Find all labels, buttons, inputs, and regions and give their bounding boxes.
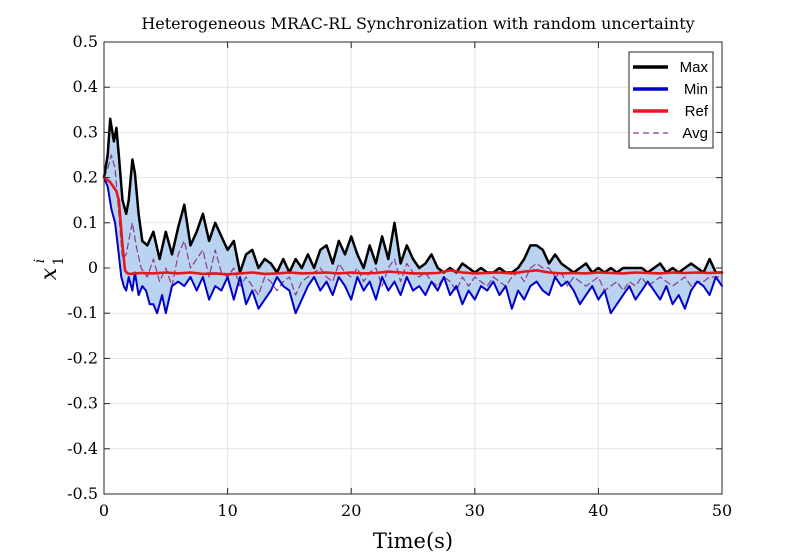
grid-horizontal: [104, 41, 722, 495]
legend-items: Max Min Ref Avg: [633, 59, 709, 142]
x-tick-label: 40: [588, 501, 608, 520]
y-tick-label: 0.5: [73, 32, 98, 51]
y-axis-label-subscript: 1: [51, 257, 67, 266]
x-tick-label: 10: [217, 501, 237, 520]
y-tick-label: 0.4: [73, 77, 98, 96]
legend: Max Min Ref Avg: [628, 51, 714, 149]
legend-label-ref: Ref: [685, 103, 709, 120]
y-tick-label: 0.2: [73, 168, 98, 187]
x-ticks: 0 10 20 30 40 50: [99, 42, 732, 520]
legend-label-max: Max: [680, 59, 709, 76]
series-line-min: [103, 176, 723, 315]
x-axis-label: Time(s): [373, 529, 453, 553]
y-tick-label: -0.2: [67, 348, 98, 367]
y-tick-label: 0.3: [73, 122, 98, 141]
series-layer: [102, 117, 724, 315]
chart-title: Heterogeneous MRAC-RL Synchronization wi…: [141, 14, 694, 33]
series-line-max: [102, 117, 724, 274]
series-line-ref: [102, 176, 724, 276]
legend-label-min: Min: [684, 81, 708, 98]
x-tick-label: 20: [341, 501, 361, 520]
series-line-avg: [103, 154, 723, 296]
y-ticks: -0.5 -0.4 -0.3 -0.2 -0.1 0 0.1 0.2 0.3 0.4 0.5: [67, 32, 722, 503]
y-tick-label: 0.1: [73, 213, 98, 232]
y-axis-label-superscript: i: [32, 259, 48, 263]
y-tick-label: -0.5: [67, 484, 98, 503]
y-tick-label: -0.4: [67, 439, 98, 458]
x-tick-label: 30: [465, 501, 485, 520]
x-tick-label: 50: [712, 501, 732, 520]
y-axis-label: x i 1: [32, 257, 67, 281]
y-tick-label: -0.3: [67, 394, 98, 413]
y-tick-label: -0.1: [67, 303, 98, 322]
x-tick-label: 0: [99, 501, 109, 520]
legend-label-avg: Avg: [682, 125, 708, 142]
y-axis-label-main: x: [37, 267, 62, 280]
y-tick-label: 0: [88, 258, 98, 277]
